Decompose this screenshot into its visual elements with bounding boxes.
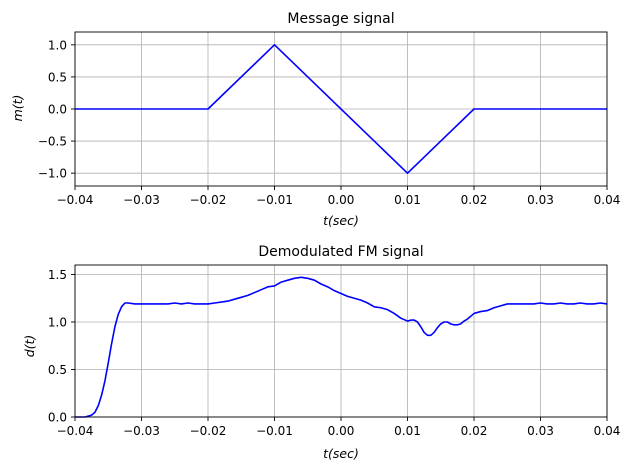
x-tick-label: −0.03 bbox=[123, 193, 160, 207]
chart-title: Message signal bbox=[287, 11, 394, 27]
y-tick-label: 0.5 bbox=[48, 363, 67, 377]
series-line bbox=[75, 276, 608, 418]
y-axis-label: d(t) bbox=[22, 335, 37, 358]
y-tick-label: −0.5 bbox=[38, 135, 67, 149]
x-tick-label: 0.01 bbox=[394, 424, 421, 438]
x-tick-label: −0.03 bbox=[123, 424, 160, 438]
x-tick-label: 0.03 bbox=[527, 424, 554, 438]
x-tick-label: −0.02 bbox=[190, 424, 227, 438]
y-tick-label: 0.0 bbox=[48, 411, 67, 425]
y-tick-label: 1.0 bbox=[48, 38, 67, 52]
x-tick-label: 0.04 bbox=[594, 193, 621, 207]
x-axis-label: t(sec) bbox=[323, 446, 359, 461]
y-tick-label: 0.5 bbox=[48, 70, 67, 84]
y-tick-label: 1.0 bbox=[48, 316, 67, 330]
x-tick-label: 0.00 bbox=[328, 193, 355, 207]
x-tick-label: 0.00 bbox=[328, 424, 355, 438]
plot-area: −0.04 −0.03 −0.02 −0.01 0.00 0.01 0.02 0.03 0.04… bbox=[38, 31, 621, 207]
x-tick-label: −0.04 bbox=[57, 193, 94, 207]
chart-message-signal: Message signal −0.04 −0.03 −0.02 −0.01 0.00 0… bbox=[10, 11, 620, 228]
plot-area: −0.04 −0.03 −0.02 −0.01 0.00 0.01 0.02 0.03 0.04… bbox=[48, 264, 621, 438]
chart-title: Demodulated FM signal bbox=[258, 244, 423, 260]
chart-demodulated-fm-signal: Demodulated FM signal −0.04 −0.03 −0.02 −0.… bbox=[22, 244, 620, 461]
x-tick-label: −0.01 bbox=[256, 424, 293, 438]
x-tick-label: 0.01 bbox=[394, 193, 421, 207]
x-tick-label: −0.02 bbox=[190, 193, 227, 207]
x-tick-label: −0.04 bbox=[57, 424, 94, 438]
y-tick-label: 0.0 bbox=[48, 103, 67, 117]
x-tick-label: 0.02 bbox=[461, 193, 488, 207]
y-axis-label: m(t) bbox=[10, 95, 25, 122]
x-tick-label: −0.01 bbox=[256, 193, 293, 207]
series-line bbox=[75, 44, 607, 174]
x-tick-label: 0.02 bbox=[461, 424, 488, 438]
y-tick-label: −1.0 bbox=[38, 167, 67, 181]
x-tick-label: 0.03 bbox=[527, 193, 554, 207]
x-axis-label: t(sec) bbox=[323, 213, 359, 228]
y-tick-label: 1.5 bbox=[48, 268, 67, 282]
x-tick-label: 0.04 bbox=[594, 424, 621, 438]
